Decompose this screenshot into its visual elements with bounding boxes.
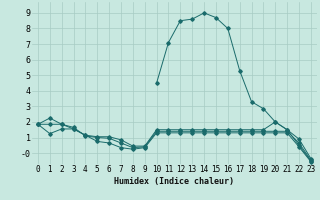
X-axis label: Humidex (Indice chaleur): Humidex (Indice chaleur) [115, 177, 234, 186]
